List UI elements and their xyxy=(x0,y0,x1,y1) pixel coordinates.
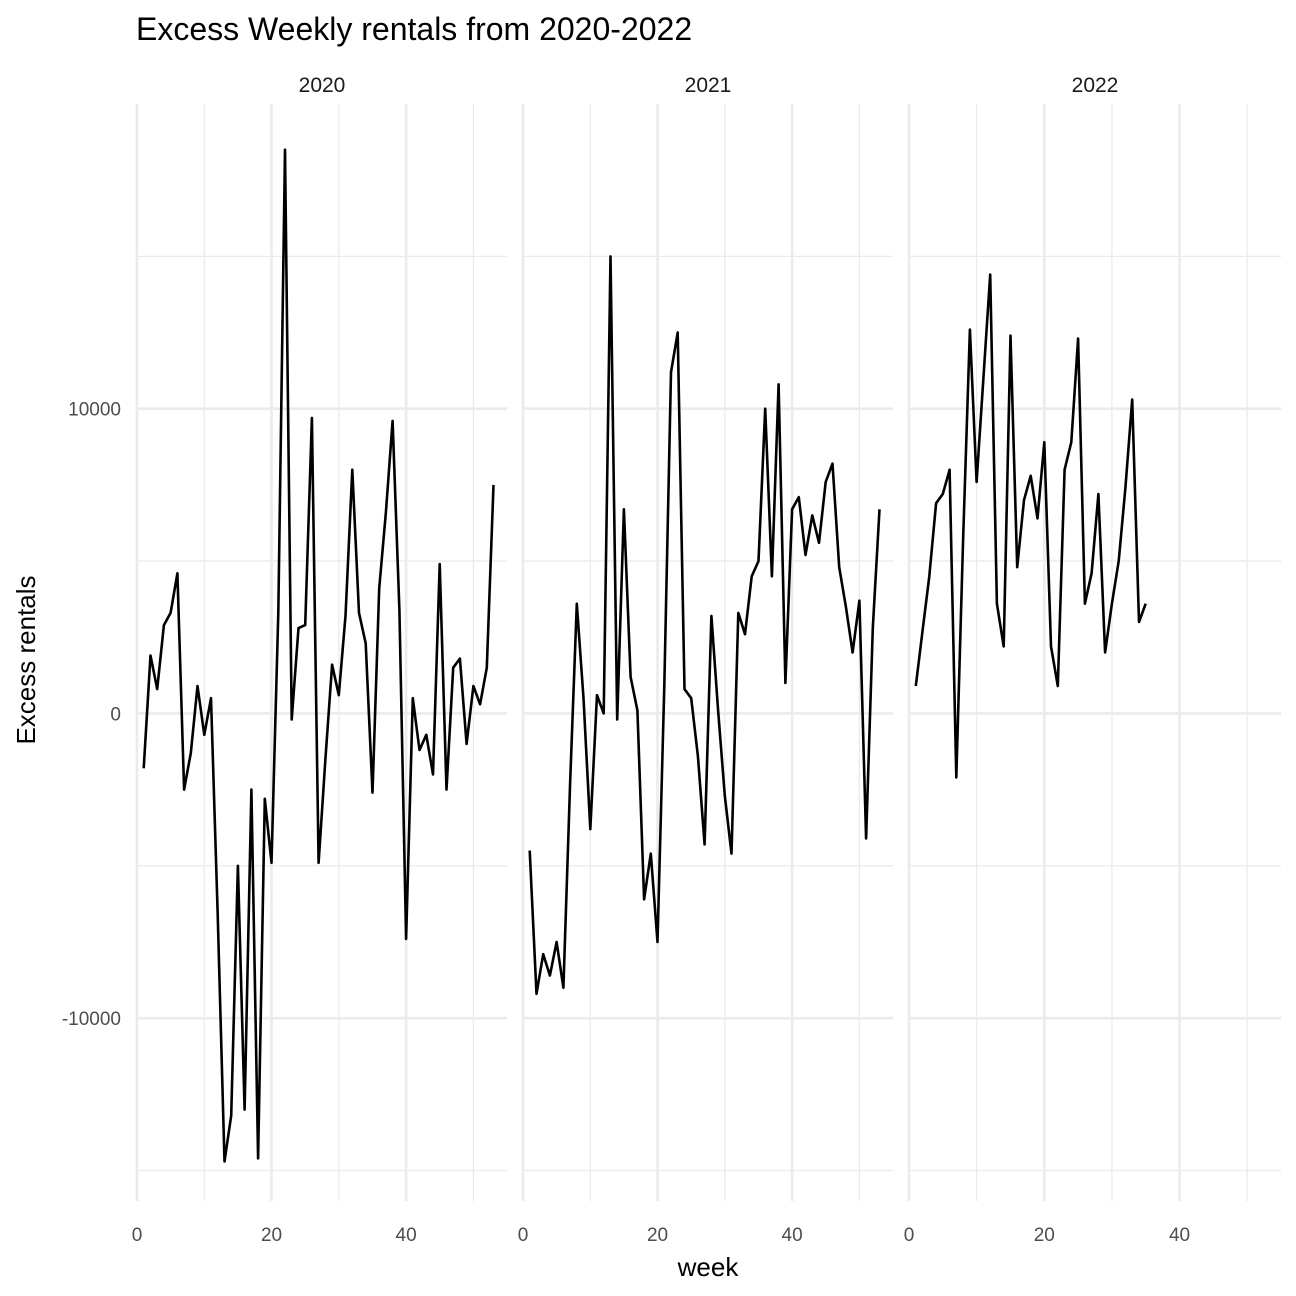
y-tick-label: 10000 xyxy=(68,400,121,421)
x-tick-label: 20 xyxy=(647,1225,668,1246)
series-line-2020 xyxy=(142,148,495,1163)
x-tick-label: 20 xyxy=(261,1225,282,1246)
facet-panel-2020: 2020 0 20 40 xyxy=(132,74,507,1246)
y-tick-label: -10000 xyxy=(62,1009,121,1030)
facet-panels: 2020 0 20 40 2021 0 20 40 2022 0 20 40 -10000 0 10000 xyxy=(62,74,1281,1246)
x-tick-label: 0 xyxy=(904,1225,915,1246)
x-tick-label: 0 xyxy=(518,1225,529,1246)
x-tick-label: 40 xyxy=(396,1225,417,1246)
facet-strip-label: 2021 xyxy=(685,74,732,97)
x-tick-label: 0 xyxy=(132,1225,143,1246)
facet-panel-2021: 2021 0 20 40 xyxy=(518,74,893,1246)
y-tick-label: 0 xyxy=(110,704,121,725)
chart-title: Excess Weekly rentals from 2020-2022 xyxy=(136,11,692,47)
facet-strip-label: 2022 xyxy=(1072,74,1119,97)
x-tick-label: 40 xyxy=(782,1225,803,1246)
facet-panel-2022: 2022 0 20 40 xyxy=(904,74,1281,1246)
series-line-2022 xyxy=(914,273,1147,779)
facet-strip-label: 2020 xyxy=(299,74,346,97)
x-tick-label: 40 xyxy=(1169,1225,1190,1246)
series-line-2021 xyxy=(528,255,881,996)
y-axis-title: Excess rentals xyxy=(11,575,41,744)
x-axis-title: week xyxy=(677,1252,740,1282)
x-tick-label: 20 xyxy=(1034,1225,1055,1246)
